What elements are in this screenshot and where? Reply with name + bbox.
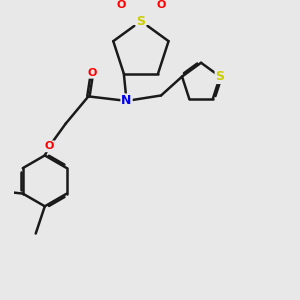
Text: S: S: [215, 70, 224, 83]
Text: S: S: [136, 15, 146, 28]
Text: O: O: [156, 0, 166, 10]
Text: N: N: [122, 94, 132, 107]
Text: O: O: [87, 68, 97, 78]
Text: O: O: [45, 141, 54, 151]
Text: O: O: [116, 0, 126, 10]
